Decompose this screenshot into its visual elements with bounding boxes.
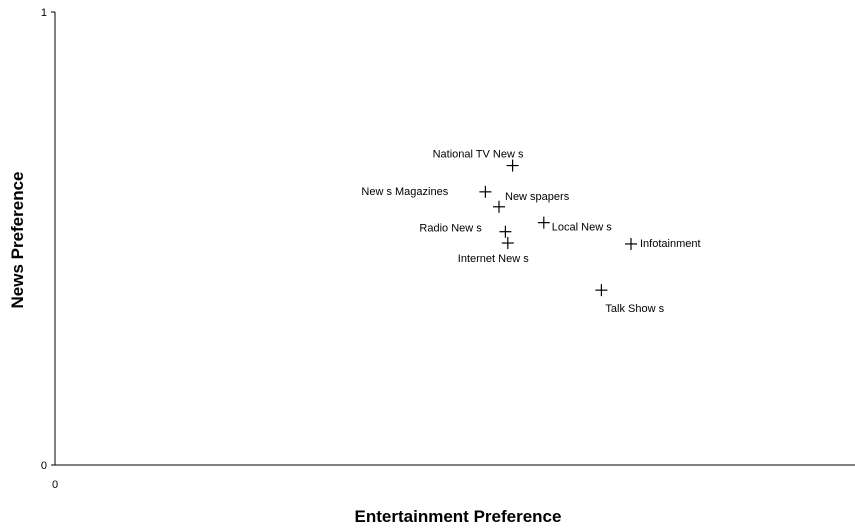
point-labels: National TV New s New s Magazines New spap…	[361, 149, 700, 316]
data-point	[625, 237, 637, 250]
data-point	[493, 200, 505, 213]
point-label: New s Magazines	[361, 186, 448, 198]
point-label: Internet New s	[458, 253, 529, 265]
axes: 0 1 0	[41, 7, 855, 491]
data-point	[506, 159, 519, 172]
y-tick-label: 0	[41, 460, 47, 472]
x-axis-title: Entertainment Preference	[355, 507, 562, 526]
point-label: New spapers	[505, 191, 570, 203]
point-label: National TV New s	[433, 149, 524, 161]
data-point	[537, 216, 550, 229]
point-label: Radio New s	[419, 223, 482, 235]
x-tick-label: 0	[52, 479, 58, 491]
point-label: Local New s	[552, 222, 612, 234]
data-points	[479, 159, 637, 297]
y-axis-title: News Preference	[8, 171, 27, 308]
y-tick-label: 1	[41, 7, 47, 19]
data-point	[479, 185, 492, 198]
data-point	[501, 237, 514, 250]
data-point	[499, 225, 512, 238]
data-point	[595, 284, 608, 297]
point-label: Infotainment	[640, 238, 701, 250]
point-label: Talk Show s	[605, 303, 664, 315]
